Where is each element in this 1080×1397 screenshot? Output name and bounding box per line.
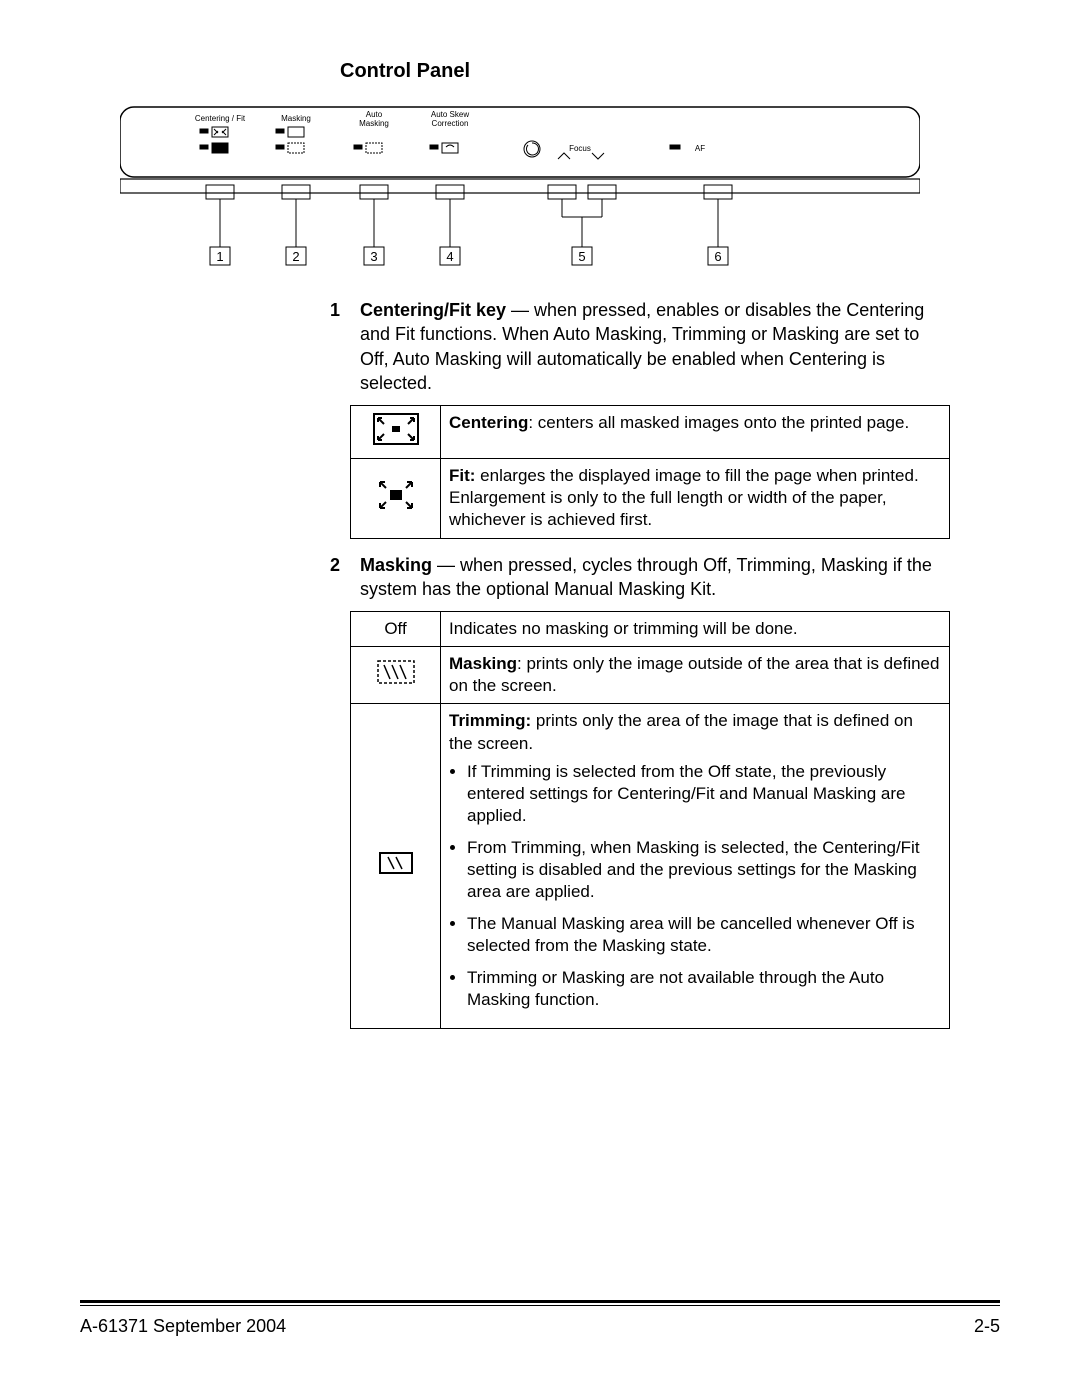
row-masking-text: : prints only the image outside of the a… [449,654,939,695]
btn-label-masking: Masking [281,114,311,123]
callout-6: 6 [714,249,721,264]
trimming-bullets: If Trimming is selected from the Off sta… [449,761,941,1012]
btn-label-centering: Centering / Fit [195,114,246,123]
btn-label-skew1: Auto Skew [431,110,469,119]
row-fit-text: enlarges the displayed image to fill the… [449,466,919,529]
btn-label-focus: Focus [569,144,591,153]
callout-4: 4 [446,249,453,264]
btn-label-skew2: Correction [432,119,469,128]
bullet-1: If Trimming is selected from the Off sta… [467,761,941,827]
section-title: Control Panel [340,60,1000,83]
callout-1: 1 [216,249,223,264]
btn-label-af: AF [695,144,705,153]
item-1-num: 1 [330,298,360,395]
footer-left: A-61371 September 2004 [80,1316,286,1337]
btn-label-automask2: Masking [359,119,389,128]
page-footer: A-61371 September 2004 2-5 [80,1300,1000,1337]
callout-5: 5 [578,249,585,264]
item-2-table: Off Indicates no masking or trimming wil… [350,611,950,1028]
row-trimming-bold: Trimming: [449,711,531,730]
row-fit-bold: Fit: [449,466,475,485]
masking-icon [351,647,441,704]
item-1-lead: Centering/Fit key [360,300,506,320]
item-2-lead: Masking [360,555,432,575]
control-panel-diagram: Centering / Fit Masking Auto Masking Aut… [120,99,920,284]
item-2: 2 Masking — when pressed, cycles through… [330,553,950,602]
centering-icon [351,406,441,459]
item-2-num: 2 [330,553,360,602]
footer-right: 2-5 [974,1316,1000,1337]
bullet-2: From Trimming, when Masking is selected,… [467,837,941,903]
trimming-icon [351,704,441,1028]
bullet-4: Trimming or Masking are not available th… [467,967,941,1011]
callout-3: 3 [370,249,377,264]
row-off-text: Indicates no masking or trimming will be… [441,612,950,647]
bullet-3: The Manual Masking area will be cancelle… [467,913,941,957]
fit-icon [351,459,441,538]
item-1: 1 Centering/Fit key — when pressed, enab… [330,298,950,395]
item-2-body: — when pressed, cycles through Off, Trim… [360,555,932,599]
off-cell: Off [351,612,441,647]
callout-2: 2 [292,249,299,264]
btn-label-automask1: Auto [366,110,383,119]
row-centering-text: : centers all masked images onto the pri… [528,413,909,432]
row-centering-bold: Centering [449,413,528,432]
row-masking-bold: Masking [449,654,517,673]
item-1-table: Centering: centers all masked images ont… [350,405,950,538]
